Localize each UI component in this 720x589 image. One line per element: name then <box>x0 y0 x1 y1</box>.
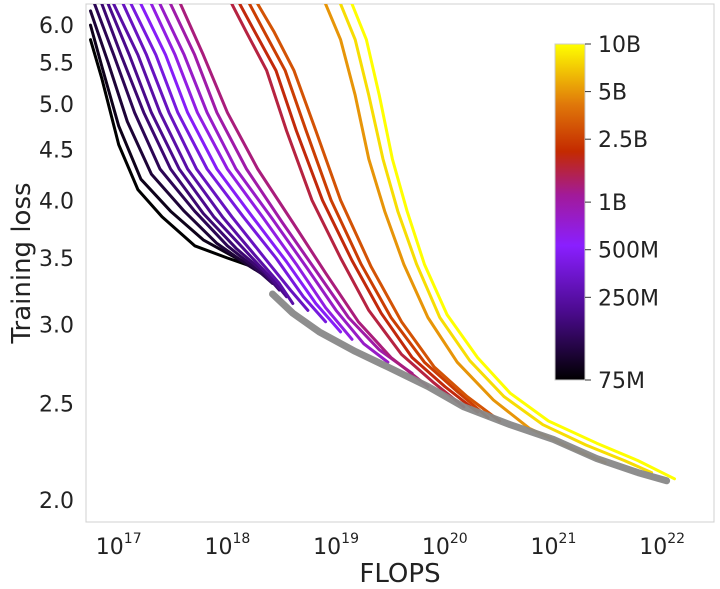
colorbar-tick-label-4: 2.5B <box>598 128 648 153</box>
series-line-1 <box>89 23 262 272</box>
series-layer <box>89 4 676 481</box>
x-axis-label: FLOPS <box>359 559 440 589</box>
series-line-13 <box>179 4 430 388</box>
plot-frame <box>85 3 715 523</box>
series-line-11 <box>158 4 390 364</box>
y-tick-label-6: 5.0 <box>39 93 74 118</box>
x-tick-label-5: 1022 <box>639 531 685 560</box>
y-axis-ticks: 2.0 2.5 3.0 3.5 4.0 4.5 5.0 5.5 6.0 <box>39 14 74 514</box>
frontier-line <box>269 290 671 485</box>
series-line-4 <box>100 4 281 292</box>
x-tick-label-2: 1019 <box>313 531 359 560</box>
y-axis-label: Training loss <box>7 182 37 344</box>
x-tick-label-3: 1020 <box>422 531 468 560</box>
series-line-16 <box>248 4 490 419</box>
y-tick-label-4: 4.0 <box>39 189 74 214</box>
y-tick-label-8: 6.0 <box>39 14 74 39</box>
series-line-14 <box>230 4 466 409</box>
x-tick-label-1: 1018 <box>204 531 250 560</box>
frontier-layer <box>269 290 671 485</box>
series-line-6 <box>112 4 295 305</box>
series-line-3 <box>93 4 274 285</box>
colorbar-tick-label-3: 1B <box>598 191 627 216</box>
x-tick-label-4: 1021 <box>531 531 577 560</box>
series-line-17 <box>256 4 502 423</box>
series-line-5 <box>106 4 288 299</box>
series-line-15 <box>238 4 479 414</box>
colorbar-ticks: 75M 250M 500M 1B 2.5B 5B 10B <box>585 33 659 394</box>
series-line-7 <box>121 4 310 312</box>
series-line-12 <box>169 4 414 375</box>
series-line-2 <box>89 9 269 279</box>
x-axis-ticks: 1017 1018 1019 1020 1021 1022 <box>96 531 685 560</box>
colorbar-tick-label-0: 75M <box>598 369 645 394</box>
series-line-0 <box>89 38 254 269</box>
series-line-8 <box>129 4 328 324</box>
colorbar-tick-label-5: 5B <box>598 81 627 106</box>
y-tick-label-7: 5.5 <box>39 52 74 77</box>
y-tick-label-5: 4.5 <box>39 138 74 163</box>
series-line-10 <box>149 4 354 341</box>
colorbar <box>554 43 586 381</box>
colorbar-tick-label-6: 10B <box>598 33 641 58</box>
colorbar-tick-label-1: 250M <box>598 286 659 311</box>
series-line-19 <box>339 4 654 475</box>
series-line-20 <box>350 4 676 481</box>
y-tick-label-2: 3.0 <box>39 314 74 339</box>
series-line-9 <box>139 4 343 334</box>
y-tick-label-1: 2.5 <box>39 392 74 417</box>
y-tick-label-0: 2.0 <box>39 489 74 514</box>
y-tick-label-3: 3.5 <box>39 247 74 272</box>
x-tick-label-0: 1017 <box>96 531 142 560</box>
colorbar-tick-label-2: 500M <box>598 239 659 264</box>
